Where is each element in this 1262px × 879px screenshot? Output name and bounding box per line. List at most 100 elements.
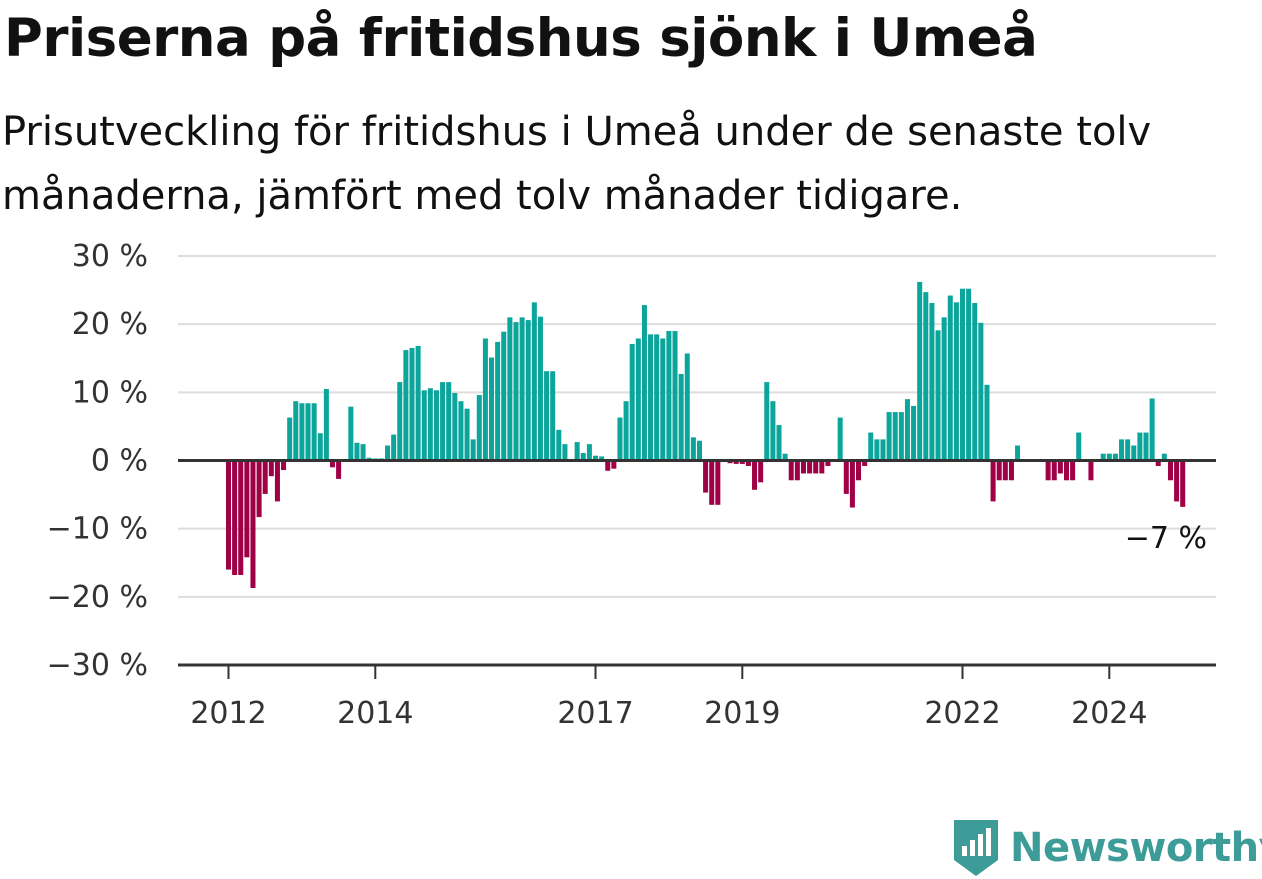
y-tick-label: −10 % (47, 512, 148, 547)
bar (984, 384, 990, 461)
bar (225, 460, 232, 570)
bar (1002, 460, 1008, 481)
bar (898, 412, 904, 461)
bar (440, 382, 446, 461)
bar (519, 317, 525, 461)
bar (336, 460, 342, 479)
brand: Newsworthy (950, 818, 1262, 878)
bar (1174, 460, 1180, 502)
bar (421, 390, 427, 461)
bar (654, 334, 660, 461)
bar (648, 334, 654, 461)
grid-layer (178, 255, 1216, 598)
bar (446, 382, 452, 461)
bar (611, 460, 617, 469)
bar (317, 433, 323, 461)
bar (299, 403, 305, 461)
bar (513, 322, 519, 461)
bar (1149, 398, 1155, 461)
bar (764, 382, 770, 461)
bar (917, 281, 923, 461)
bar (990, 460, 996, 502)
bar (715, 460, 721, 505)
bar (690, 437, 696, 461)
y-tick-label: 30 % (72, 239, 148, 274)
bar (733, 460, 739, 464)
bar (281, 460, 287, 471)
bar (709, 460, 715, 505)
bar (996, 460, 1002, 481)
bar (953, 302, 959, 461)
bar (617, 417, 623, 461)
bar (947, 295, 953, 461)
bar (385, 445, 391, 461)
bar (562, 444, 568, 461)
bar (966, 288, 972, 461)
bar (660, 338, 666, 461)
bar (1015, 445, 1021, 461)
x-tick-label: 2017 (557, 696, 633, 731)
bar (525, 320, 531, 461)
bar (501, 331, 507, 461)
bar (464, 408, 470, 461)
bar (892, 412, 898, 461)
bar (476, 395, 482, 461)
bar (978, 322, 984, 461)
bar (813, 460, 819, 474)
bar (629, 343, 635, 461)
bar (666, 330, 672, 461)
bar (427, 388, 433, 461)
x-tick-label: 2014 (337, 696, 413, 731)
bar (1045, 460, 1051, 481)
bar (874, 439, 880, 461)
bar (752, 460, 758, 490)
bar (843, 460, 849, 494)
x-tick-label: 2019 (704, 696, 780, 731)
bar (800, 460, 806, 474)
bar (972, 303, 978, 461)
bar (911, 405, 917, 461)
bar (531, 302, 537, 461)
bar (1063, 460, 1069, 481)
label-layer: 30 % 20 % 10 % 0 % −10 % −20 % −30 % 2012 2014 20… (47, 239, 1207, 731)
bar (580, 453, 586, 461)
bar (678, 373, 684, 461)
bar (1076, 432, 1082, 461)
bar (458, 401, 464, 461)
bar (941, 317, 947, 461)
bar (433, 390, 439, 461)
bar (1119, 439, 1125, 461)
bar (788, 460, 794, 481)
bar (807, 460, 813, 474)
bar (323, 388, 329, 461)
bar (776, 425, 782, 461)
bar (703, 460, 709, 493)
bar (287, 417, 293, 461)
bar (1008, 460, 1014, 481)
brand-name: Newsworthy (1010, 825, 1262, 871)
bar (409, 348, 415, 461)
bar (354, 442, 360, 461)
bar (537, 316, 543, 461)
bar (849, 460, 855, 508)
bar (403, 350, 409, 461)
bar (684, 353, 690, 461)
bar (929, 303, 935, 461)
bar (862, 460, 868, 466)
bar (1167, 460, 1173, 481)
bar (1070, 460, 1076, 481)
bar (599, 456, 605, 461)
bar (482, 338, 488, 461)
bar (696, 440, 702, 461)
bar (592, 455, 599, 461)
bar (507, 317, 513, 461)
bar (758, 460, 764, 483)
page-title: Priserna på fritidshus sjönk i Umeå (4, 8, 1038, 69)
bar (293, 401, 299, 461)
bar (1131, 445, 1137, 461)
y-tick-label: 0 % (91, 444, 148, 479)
y-tick-label: 20 % (72, 307, 148, 342)
bar (672, 330, 678, 461)
bar (1125, 439, 1131, 461)
